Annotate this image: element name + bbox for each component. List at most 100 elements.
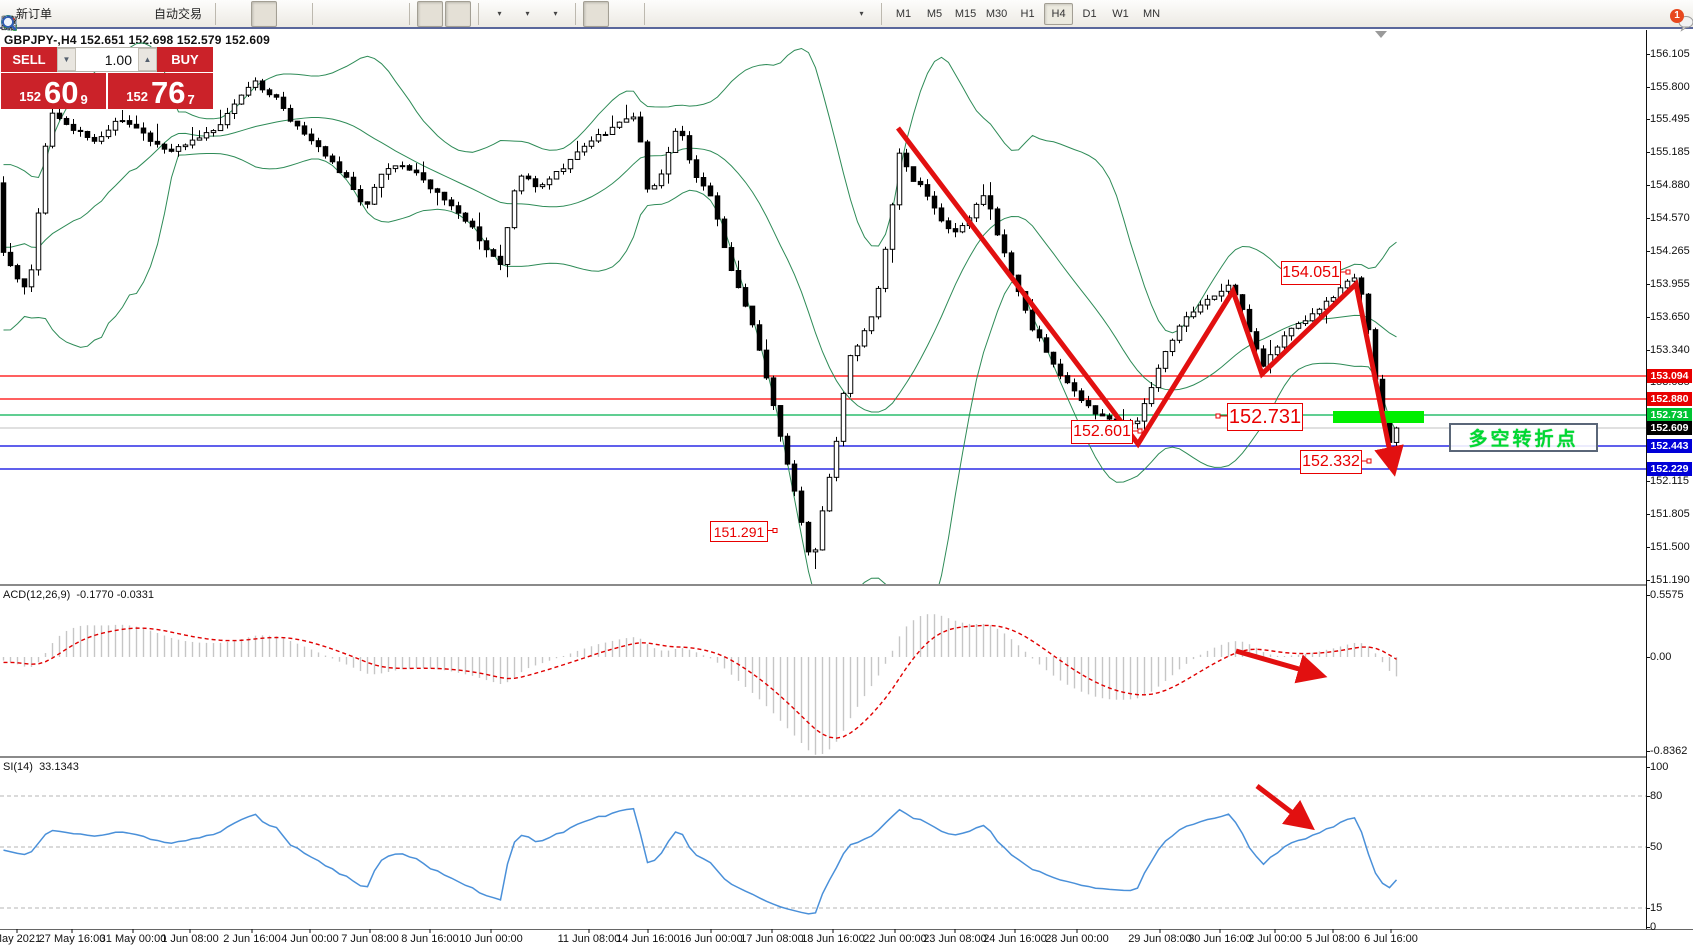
trendline-button[interactable] (1, 1, 734, 30)
time-axis-tick (490, 929, 492, 933)
signals-icon[interactable] (1, 1, 142, 30)
horizontal-line-button[interactable] (2, 1, 706, 27)
zoom-in-button[interactable] (2, 1, 346, 31)
rsi-panel[interactable] (0, 758, 1646, 929)
price-annotation-152.332[interactable]: 152.332 (1300, 450, 1362, 474)
price-axis-label: 156.105 (1650, 48, 1690, 60)
volume-increase-button[interactable]: ▲ (138, 48, 157, 71)
sell-price-point: 9 (80, 92, 88, 107)
price-axis-label: 155.800 (1650, 81, 1690, 93)
auto-trading-button-label: 自动交易 (154, 7, 203, 21)
price-annotation-152.601[interactable]: 152.601 (1071, 420, 1133, 444)
price-axis-tick (1646, 350, 1650, 351)
timeframe-d1-button[interactable]: D1 (1082, 7, 1097, 20)
vertical-line-button[interactable] (8, 1, 678, 30)
buy-button[interactable]: BUY (157, 47, 213, 72)
tile-windows-button[interactable] (2, 1, 402, 29)
time-axis-label: 18 Jun 16:00 (801, 933, 865, 945)
fibonacci-button[interactable]: F (2, 1, 790, 32)
time-axis-label: 10 Jun 00:00 (459, 933, 523, 945)
price-annotation-151.291[interactable]: 151.291 (710, 521, 768, 542)
price-axis-tick (1646, 580, 1650, 581)
cursor-button[interactable] (5, 0, 610, 31)
timeframe-m5-button[interactable]: M5 (926, 7, 943, 20)
sell-button[interactable]: SELL (1, 47, 57, 72)
price-axis-label: 151.500 (1650, 541, 1690, 553)
price-axis-tick (1646, 218, 1650, 219)
volume-decrease-button[interactable]: ▼ (57, 48, 76, 71)
price-annotation-154.051[interactable]: 154.051 (1281, 261, 1341, 285)
text-label-button[interactable]: T (2, 1, 846, 30)
time-axis-label: 7 Jun 08:00 (341, 933, 399, 945)
timeframe-m15-button[interactable]: M15 (954, 7, 977, 20)
price-axis-tick (1646, 119, 1650, 120)
price-axis-tick (1646, 547, 1650, 548)
toolbar-separator (312, 2, 314, 25)
price-axis-label: 155.495 (1650, 113, 1690, 125)
rsi-separator[interactable] (0, 756, 1646, 758)
time-axis-label: May 2021 (0, 933, 42, 945)
macd-label: ACD(12,26,9) -0.1770 -0.0331 (3, 589, 155, 601)
macd-panel[interactable] (0, 586, 1646, 756)
price-axis-tick (1646, 185, 1650, 186)
indicator-axis-label: 0.5575 (1650, 589, 1684, 601)
indicator-axis-label: 15 (1650, 902, 1663, 914)
time-axis[interactable] (0, 929, 1693, 947)
price-tag-152.609: 152.609 (1647, 421, 1692, 435)
timeframe-mn-button[interactable]: MN (1142, 7, 1161, 20)
channel-button[interactable]: E (1, 1, 762, 32)
indicator-axis-label: -0.8362 (1650, 745, 1688, 757)
macd-separator[interactable] (0, 584, 1646, 586)
time-axis-tick (710, 929, 712, 933)
ticket-icon[interactable] (1, 1, 86, 31)
indicator-axis-label: 100 (1650, 761, 1669, 773)
timeframe-h1-button[interactable]: H1 (1020, 7, 1035, 20)
timeframe-h4-button[interactable]: H4 (1044, 2, 1074, 25)
volume-input[interactable] (76, 48, 138, 71)
price-annotation-152.731[interactable]: 152.731 (1227, 403, 1303, 431)
crosshair-button[interactable] (2, 1, 637, 30)
timeframe-w1-button[interactable]: W1 (1112, 7, 1129, 20)
price-axis-tick (1646, 514, 1650, 515)
time-axis-tick (1159, 929, 1161, 933)
zoom-out-button[interactable] (2, 1, 374, 31)
market-watch-icon[interactable] (1, 1, 114, 28)
chart-shift-button[interactable] (2, 0, 472, 29)
price-chart[interactable] (0, 30, 1646, 584)
one-click-trading-panel: SELL ▼ ▲ BUY 152 60 9 152 76 7 (1, 47, 213, 109)
indicator-axis-label: 80 (1650, 790, 1663, 802)
price-axis-label: 151.190 (1650, 574, 1690, 586)
sell-quote[interactable]: 152 60 9 (1, 73, 106, 109)
arrows-button[interactable]: ▾ (4, 1, 874, 28)
templates-button[interactable]: ▾ (1, 1, 568, 29)
time-axis-label: 6 Jul 16:00 (1364, 933, 1418, 945)
time-axis-tick (71, 929, 73, 933)
bar-chart-button[interactable] (2, 1, 249, 30)
dropdown-arrow-icon: ▾ (553, 9, 558, 18)
time-axis-tick (832, 929, 834, 933)
periods-button[interactable]: ▾ (1, 1, 540, 30)
line-chart-button[interactable] (1, 1, 305, 29)
time-axis-tick (954, 929, 956, 933)
time-axis-tick (189, 929, 191, 933)
dropdown-arrow-icon: ▾ (497, 9, 502, 18)
price-axis[interactable] (1646, 30, 1647, 929)
note-annotation[interactable]: 多空转折点 (1449, 423, 1598, 452)
auto-scroll-button[interactable] (2, 0, 444, 29)
rsi-label: SI(14) 33.1343 (3, 761, 79, 773)
timeframe-m30-button[interactable]: M30 (985, 7, 1008, 20)
indicators-button[interactable]: ▾ (1, 1, 512, 31)
timeframe-m1-button[interactable]: M1 (895, 7, 912, 20)
volume-stepper: ▼ ▲ (57, 47, 157, 72)
time-axis-tick (1274, 929, 1276, 933)
toolbar-separator (881, 2, 883, 25)
candle-chart-button[interactable] (2, 0, 278, 30)
buy-quote[interactable]: 152 76 7 (108, 73, 213, 109)
auto-trading-button[interactable]: 自动交易 (1, 1, 208, 30)
time-axis-label: 22 Jun 00:00 (863, 933, 927, 945)
text-button[interactable]: A (4, 1, 818, 30)
toolbar-separator (215, 2, 217, 25)
price-tag-152.443: 152.443 (1647, 439, 1692, 453)
price-axis-label: 153.650 (1650, 311, 1690, 323)
